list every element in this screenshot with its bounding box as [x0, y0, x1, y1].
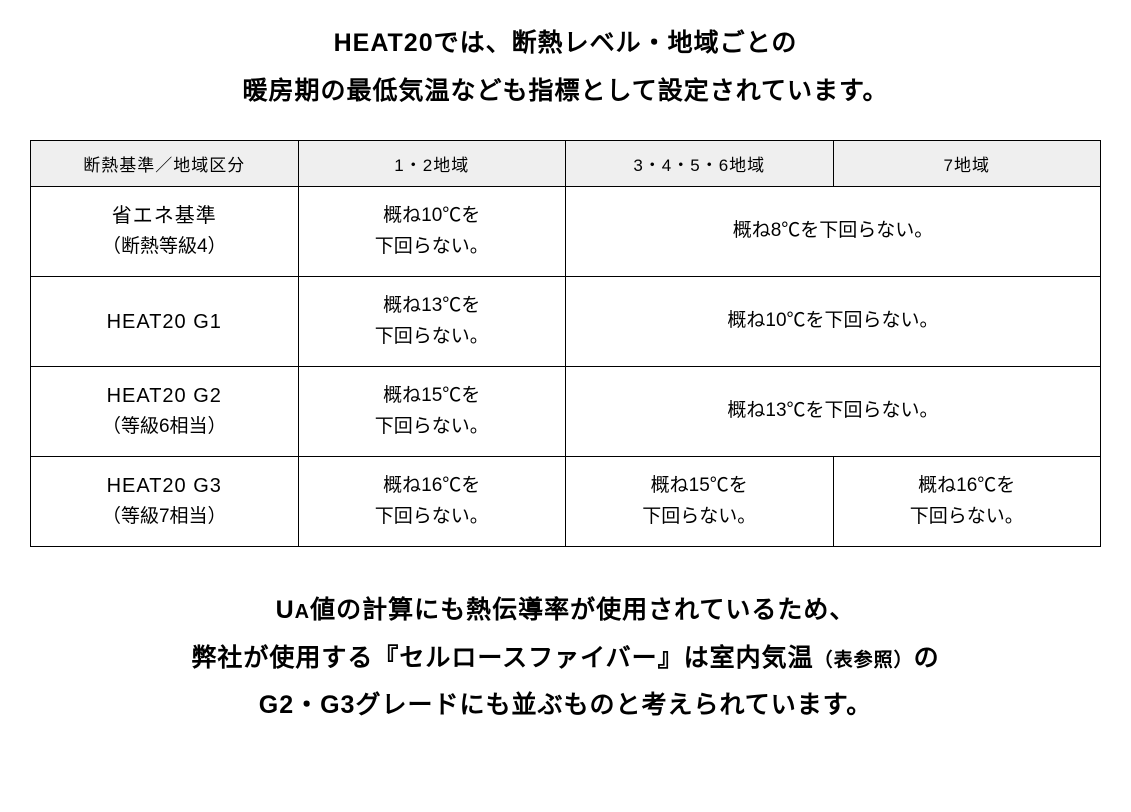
col-header-region-7: 7地域 — [833, 141, 1101, 187]
row-label-cell: HEAT20 G2（等級6相当） — [31, 367, 299, 457]
heading-line-2: 暖房期の最低気温なども指標として設定されています。 — [242, 77, 888, 105]
cell-line-1: 概ね16℃を — [918, 475, 1015, 496]
col-header-region-1-2: 1・2地域 — [298, 141, 566, 187]
row-label-main: HEAT20 G3 — [31, 470, 298, 502]
col-header-region-3-6: 3・4・5・6地域 — [566, 141, 834, 187]
row-label-sub: （等級6相当） — [31, 412, 298, 442]
footer-line-2-part2: の — [914, 644, 940, 672]
footer-line-2-part1: 弊社が使用する『セルロースファイバー』は室内気温 — [191, 644, 813, 672]
data-cell: 概ね13℃を下回らない。 — [566, 367, 1101, 457]
cell-line-2: 下回らない。 — [375, 326, 489, 347]
heading-line-1: HEAT20では、断熱レベル・地域ごとの — [334, 29, 798, 57]
ua-a: A — [295, 601, 310, 623]
row-label-sub: （等級7相当） — [31, 502, 298, 532]
insulation-table: 断熱基準／地域区分 1・2地域 3・4・5・6地域 7地域 省エネ基準（断熱等級… — [30, 140, 1101, 547]
row-label-sub: （断熱等級4） — [31, 232, 298, 262]
data-cell: 概ね8℃を下回らない。 — [566, 187, 1101, 277]
cell-line-2: 下回らない。 — [375, 416, 489, 437]
data-cell: 概ね15℃を下回らない。 — [566, 457, 834, 547]
table-header-row: 断熱基準／地域区分 1・2地域 3・4・5・6地域 7地域 — [31, 141, 1101, 187]
cell-line-2: 下回らない。 — [375, 236, 489, 257]
row-label-main: 省エネ基準 — [31, 200, 298, 232]
row-label-main: HEAT20 G1 — [31, 306, 298, 338]
data-cell: 概ね15℃を下回らない。 — [298, 367, 566, 457]
footer-text: UA値の計算にも熱伝導率が使用されているため、 弊社が使用する『セルロースファイ… — [30, 587, 1101, 730]
cell-line-2: 下回らない。 — [375, 506, 489, 527]
cell-line-2: 下回らない。 — [910, 506, 1024, 527]
row-label-cell: 省エネ基準（断熱等級4） — [31, 187, 299, 277]
footer-line-3: G2・G3グレードにも並ぶものと考えられています。 — [259, 691, 872, 719]
data-cell: 概ね16℃を下回らない。 — [833, 457, 1101, 547]
ua-u: U — [276, 596, 295, 624]
footer-line-2: 弊社が使用する『セルロースファイバー』は室内気温（表参照）の — [191, 644, 939, 672]
cell-line-1: 概ね15℃を — [651, 475, 748, 496]
footer-line-1: UA値の計算にも熱伝導率が使用されているため、 — [276, 596, 856, 624]
data-cell: 概ね16℃を下回らない。 — [298, 457, 566, 547]
cell-line-1: 概ね15℃を — [383, 385, 480, 406]
table-row: HEAT20 G3（等級7相当）概ね16℃を下回らない。概ね15℃を下回らない。… — [31, 457, 1101, 547]
cell-line-1: 概ね13℃を — [383, 295, 480, 316]
cell-line-1: 概ね10℃を — [383, 205, 480, 226]
row-label-cell: HEAT20 G3（等級7相当） — [31, 457, 299, 547]
col-header-standard: 断熱基準／地域区分 — [31, 141, 299, 187]
data-cell: 概ね13℃を下回らない。 — [298, 277, 566, 367]
page-heading: HEAT20では、断熱レベル・地域ごとの 暖房期の最低気温なども指標として設定さ… — [30, 20, 1101, 115]
row-label-cell: HEAT20 G1 — [31, 277, 299, 367]
cell-line-1: 概ね16℃を — [383, 475, 480, 496]
table-body: 省エネ基準（断熱等級4）概ね10℃を下回らない。概ね8℃を下回らない。HEAT2… — [31, 187, 1101, 547]
row-label-main: HEAT20 G2 — [31, 380, 298, 412]
footer-line-2-small: （表参照） — [814, 650, 914, 671]
table-row: HEAT20 G2（等級6相当）概ね15℃を下回らない。概ね13℃を下回らない。 — [31, 367, 1101, 457]
data-cell: 概ね10℃を下回らない。 — [298, 187, 566, 277]
footer-line-1-rest: 値の計算にも熱伝導率が使用されているため、 — [310, 596, 855, 624]
cell-line-2: 下回らない。 — [642, 506, 756, 527]
table-row: 省エネ基準（断熱等級4）概ね10℃を下回らない。概ね8℃を下回らない。 — [31, 187, 1101, 277]
data-cell: 概ね10℃を下回らない。 — [566, 277, 1101, 367]
table-row: HEAT20 G1概ね13℃を下回らない。概ね10℃を下回らない。 — [31, 277, 1101, 367]
